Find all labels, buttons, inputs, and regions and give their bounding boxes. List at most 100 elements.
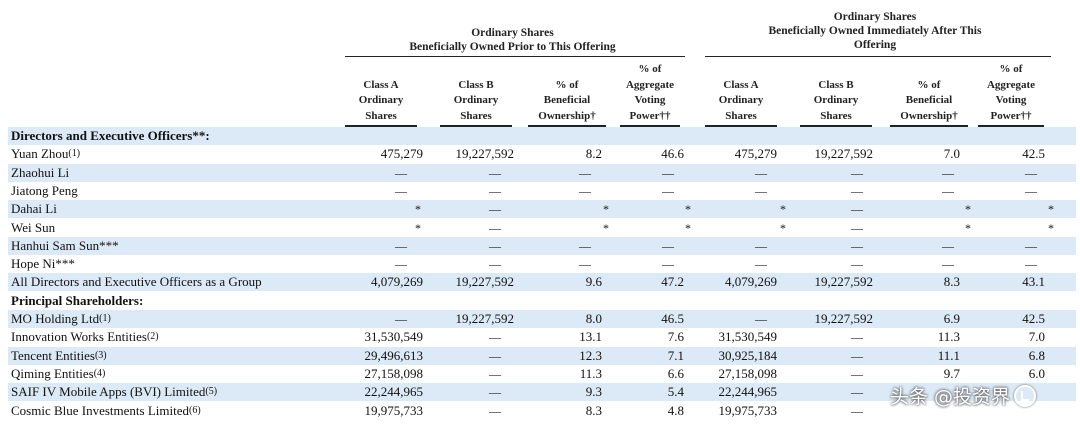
table-cell: — [662,257,674,272]
table-cell: — [489,238,501,253]
table-cell: — [395,165,407,180]
table-cell: 31,530,549 [364,329,424,345]
table-cell: — [755,165,767,180]
table-cell: — [755,257,767,272]
table-cell: 475,279 [380,146,423,162]
table-cell: — [489,403,501,418]
table-cell: * [603,220,609,235]
table-cell: — [851,183,863,198]
table-cell: — [579,257,591,272]
table-cell: 47.2 [661,274,684,290]
table-cell: — [662,238,674,253]
table-cell: 4.8 [667,402,684,418]
column-header-line: % of [999,63,1023,75]
table-cell: — [851,330,863,345]
table-cell: 19,227,592 [455,274,515,290]
holder-name-text: MO Holding Ltd [11,311,100,326]
table-cell: 8.3 [943,274,960,290]
column-header: Class A Ordinary Shares [699,58,783,124]
column-header-rule [620,125,680,127]
table-cell: — [662,183,674,198]
table-cell: 19,227,592 [814,146,874,162]
table-cell: * [965,220,971,235]
table-cell: — [851,366,863,381]
footnote-marker: (4) [93,367,106,379]
column-header: % of Aggregate Voting Power†† [614,58,686,124]
table-cell: 9.7 [943,365,960,381]
table-cell: 29,496,613 [364,347,424,363]
table-row: Jiatong Peng — — — — — — — — [8,182,1076,200]
table-row: Qiming Entities(4) 27,158,098 — 11.3 6.6 27,1… [8,365,1076,383]
table-cell: 6.0 [1028,365,1045,381]
table-cell: 11.3 [579,365,602,381]
column-header: % of Beneficial Ownership† [522,58,612,124]
table-row: Innovation Works Entities(2) 31,530,549 — 1… [8,328,1076,346]
column-header-line: % of [917,78,941,91]
table-cell: 9.6 [585,274,602,290]
table-cell: 7.0 [1028,329,1045,345]
holder-name: SAIF IV Mobile Apps (BVI) Limited(5) [11,383,217,401]
holder-name: Tencent Entities(3) [11,347,107,365]
table-row: Zhaohui Li — — — — — — — — [8,163,1076,182]
holder-name: Wei Sun [11,219,55,237]
table-cell: — [755,183,767,198]
table-cell: 22,244,965 [364,384,424,400]
section-header-row: Principal Shareholders: [8,292,1076,310]
group-header-line: Beneficially Owned Prior to This Offerin… [409,41,616,53]
column-header: % of Aggregate Voting Power†† [972,58,1050,124]
table-row: Hope Ni*** — — — — — — — — [8,255,1076,273]
table-cell: 5.4 [667,384,684,400]
table-cell: — [395,312,407,326]
watermark-logo-icon [1014,384,1037,407]
table-cell: — [489,385,501,400]
table-cell: — [1025,257,1037,272]
table-cell: * [685,220,691,235]
column-header-line: Shares [725,109,757,122]
table-cell: — [395,238,407,253]
group-rule-prior [345,56,685,57]
table-cell: — [489,220,501,235]
holder-name-text: Zhaohui Li [11,164,70,180]
table-row: All Directors and Executive Officers as … [8,273,1076,292]
table-row: Wei Sun * — * * * — * * [8,219,1076,237]
table-row: Yuan Zhou(1) 475,279 19,227,592 8.2 46.6 475,… [8,145,1076,163]
table-cell: 19,227,592 [814,274,874,290]
table-cell: — [395,257,407,272]
column-header-line: Ordinary [358,94,404,106]
table-cell: — [851,257,863,272]
footnote-marker: (5) [205,386,218,398]
table-cell: — [851,220,863,235]
holder-name: All Directors and Executive Officers as … [11,273,262,291]
table-cell: * [780,220,786,235]
table-row: Dahai Li * — * * * — * * [8,200,1076,219]
holder-name-text: Hope Ni*** [11,256,75,272]
column-header-line: Voting [634,94,666,106]
table-cell: — [579,238,591,253]
footnote-marker: (3) [94,349,107,361]
table-cell: — [662,165,674,180]
column-header-rule [800,125,872,127]
table-cell: — [489,183,501,198]
table-cell: — [489,257,501,272]
group-rule-after [705,56,1051,57]
table-cell: — [942,165,954,180]
table-cell: 19,227,592 [814,311,874,326]
column-header-line: Ordinary [453,94,499,106]
table-cell: 11.3 [937,329,960,345]
table-cell: — [755,238,767,253]
table-cell: 31,530,549 [718,329,778,345]
table-cell: 42.5 [1022,146,1045,162]
group-header-line: Beneficially Owned Immediately After Thi… [768,25,982,37]
table-cell: — [1025,165,1037,180]
table-row: SAIF IV Mobile Apps (BVI) Limited(5) 22,2… [8,383,1076,402]
table-cell: * [685,202,691,217]
column-header-rule [440,125,512,127]
group-header-line: Offering [853,39,897,51]
table-cell: * [780,202,786,217]
section-header-row: Directors and Executive Officers**: [8,127,1076,145]
column-header: Class A Ordinary Shares [339,58,423,124]
holder-name: Cosmic Blue Investments Limited(6) [11,402,201,420]
watermark: 头条 @投资界 [890,382,1037,409]
table-cell: — [579,183,591,198]
table-cell: 19,975,733 [364,402,424,418]
